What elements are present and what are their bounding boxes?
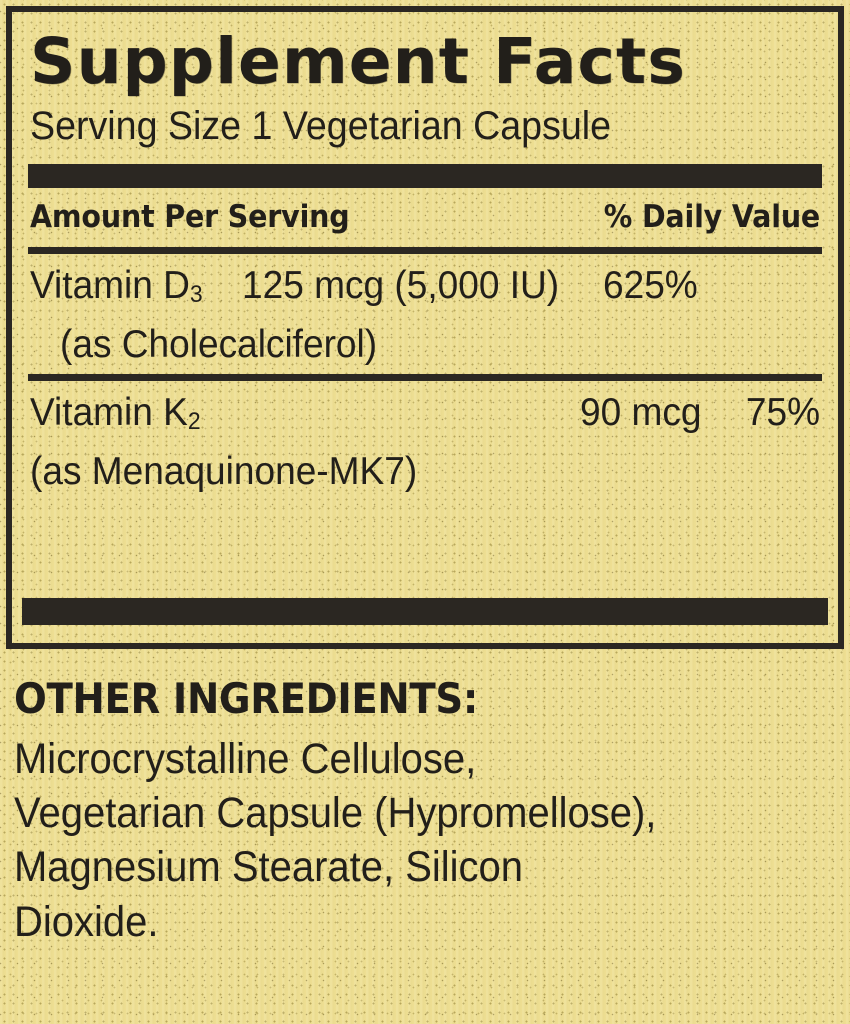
nutrient-source: (as Cholecalciferol) [60,323,378,367]
nutrient-name-subscript: 2 [187,408,201,436]
other-ingredients-line: Magnesium Stearate, Silicon [14,843,524,892]
nutrient-name: Vitamin K2 [30,391,201,436]
nutrient-amount: 90 mcg [580,391,702,435]
other-ingredients-line: Microcrystalline Cellulose, [14,735,477,783]
rule-thick-bottom [22,598,828,625]
rule-thick-top [28,164,822,189]
nutrient-daily-value: 75% [745,391,820,435]
nutrient-source: (as Menaquinone-MK7) [30,450,418,494]
nutrient-amount: 125 mcg (5,000 IU) [241,264,559,308]
nutrient-name-subscript: 3 [189,281,203,309]
nutrient-name: Vitamin D3 [30,264,203,309]
table-row: Vitamin K2 90 mcg 75% [30,391,820,436]
supplement-facts-panel: Supplement Facts Serving Size 1 Vegetari… [6,6,844,649]
column-header-amount-per-serving: Amount Per Serving [30,199,350,236]
other-ingredients-section: OTHER INGREDIENTS: Microcrystalline Cell… [14,678,836,949]
column-header-daily-value: % Daily Value [603,199,820,236]
other-ingredients-line: Vegetarian Capsule (Hypromellose), [14,789,657,838]
nutrient-name-text: Vitamin K [30,391,188,435]
serving-size-text: Serving Size 1 Vegetarian Capsule [30,104,612,149]
nutrient-name-text: Vitamin D [30,264,190,308]
rule-under-header [28,247,822,255]
rule-between-rows [28,374,822,382]
table-row: Vitamin D3 125 mcg (5,000 IU) 625% [30,264,820,309]
page-title: Supplement Facts [30,25,687,98]
supplement-facts-inner: Supplement Facts Serving Size 1 Vegetari… [12,25,838,661]
nutrient-daily-value: 625% [602,264,698,308]
table-header-row: Amount Per Serving % Daily Value [30,199,820,235]
other-ingredients-line: Dioxide. [14,897,159,946]
other-ingredients-heading: OTHER INGREDIENTS: [14,674,478,723]
